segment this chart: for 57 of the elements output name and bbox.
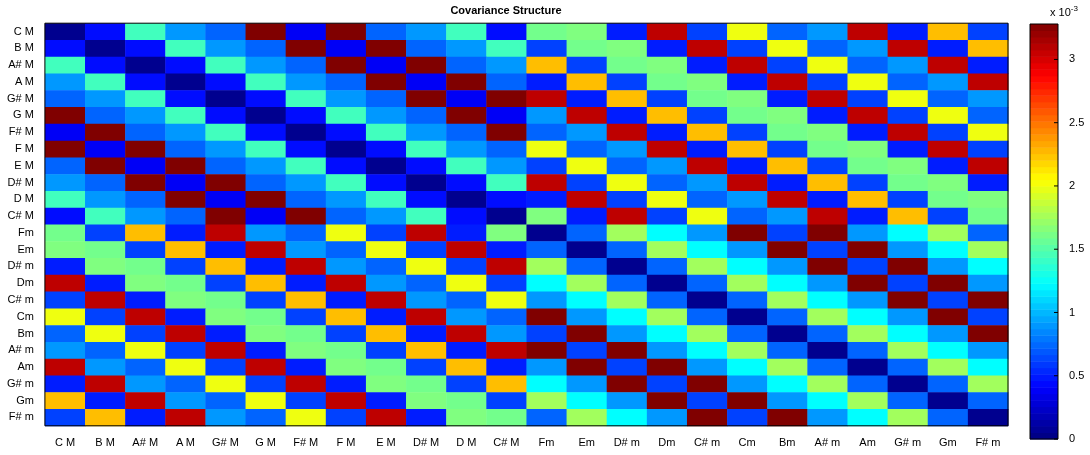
- color-bar-label: 1: [1069, 305, 1076, 318]
- x-tick-label: Gm: [938, 436, 957, 449]
- x-tick-label: B M: [95, 436, 115, 449]
- color-bar-label: 2.5: [1069, 115, 1085, 128]
- y-tick-label: Em: [17, 242, 34, 255]
- color-bar-label: 3: [1069, 52, 1076, 65]
- x-tick-label: A# m: [814, 436, 841, 449]
- x-tick-label: Bm: [779, 436, 796, 449]
- y-tick-label: G# M: [6, 91, 34, 104]
- x-tick-label: G# m: [894, 436, 922, 449]
- color-bar-label: 2: [1069, 178, 1076, 191]
- x-tick-label: E M: [376, 436, 396, 449]
- x-tick-label: D# M: [412, 436, 440, 449]
- x-tick-label: G M: [255, 436, 276, 449]
- y-tick-label: Am: [17, 360, 34, 373]
- color-bar-label: 1.5: [1069, 242, 1085, 255]
- y-tick-label: A# m: [8, 343, 34, 356]
- y-tick-label: F M: [14, 142, 34, 155]
- y-tick-label: Cm: [16, 309, 34, 322]
- color-bar-label: 0: [1069, 432, 1076, 445]
- x-tick-label: D# m: [613, 436, 640, 449]
- x-tick-label: F# M: [293, 436, 319, 449]
- y-tick-label: A M: [14, 74, 34, 87]
- y-tick-label: Dm: [16, 276, 34, 289]
- x-tick-label: Dm: [658, 436, 676, 449]
- y-tick-label: Bm: [17, 326, 34, 339]
- x-tick-label: G# M: [212, 436, 239, 449]
- x-tick-label: C M: [54, 436, 76, 449]
- x-tick-label: A# M: [132, 436, 159, 449]
- y-tick-label: D# M: [7, 175, 34, 188]
- x-tick-label: Em: [578, 436, 595, 449]
- y-tick-label: D M: [13, 192, 34, 205]
- y-tick-label: Fm: [18, 225, 34, 238]
- y-tick-label: C# m: [7, 293, 34, 306]
- y-tick-label: Gm: [16, 393, 34, 406]
- y-tick-label: D# m: [7, 259, 34, 272]
- y-tick-label: G# m: [6, 376, 34, 389]
- y-tick-label: B M: [14, 41, 34, 54]
- y-tick-label: F# M: [8, 125, 34, 138]
- y-tick-label: A# M: [8, 58, 34, 71]
- x-tick-label: Fm: [538, 436, 555, 449]
- y-tick-label: G M: [13, 108, 34, 121]
- x-tick-label: F M: [336, 436, 356, 449]
- y-tick-label: E M: [14, 158, 34, 171]
- x-tick-label: D M: [456, 436, 477, 449]
- x-tick-label: Am: [859, 436, 876, 449]
- color-bar-title: x 10$^{-3}$: [1050, 4, 1078, 18]
- y-tick-label: C M: [13, 24, 34, 37]
- y-tick-label: C# M: [7, 209, 34, 222]
- color-bar-label: 0.5: [1069, 368, 1085, 381]
- x-tick-label: Cm: [738, 436, 756, 449]
- x-tick-label: F# m: [975, 436, 1001, 449]
- x-tick-label: A M: [175, 436, 195, 449]
- x-tick-label: C# M: [493, 436, 520, 449]
- x-tick-label: C# m: [693, 436, 721, 449]
- chart-title: Covariance Structure: [450, 3, 562, 16]
- y-tick-label: F# m: [8, 410, 34, 423]
